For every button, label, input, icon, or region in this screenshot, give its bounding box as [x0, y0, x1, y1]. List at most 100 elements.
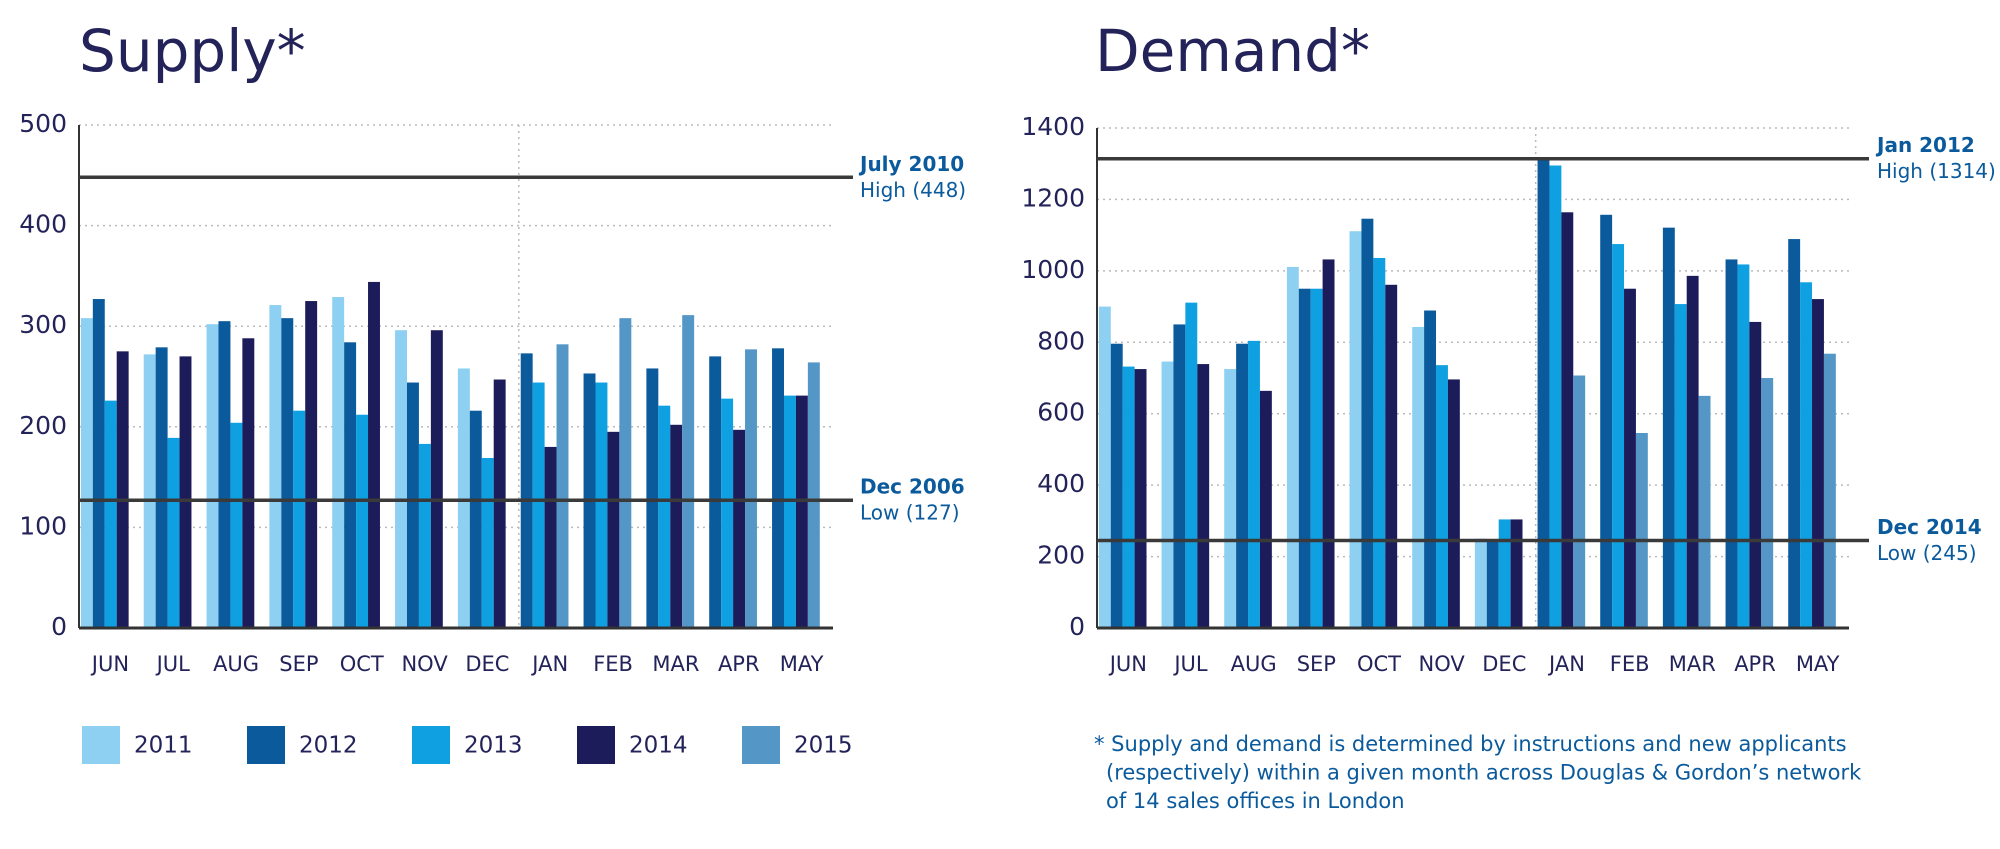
bar: [406, 382, 419, 628]
bar: [1612, 244, 1625, 629]
bar: [179, 356, 192, 628]
legend-label: 2015: [794, 733, 853, 759]
reference-label: July 2010: [858, 152, 964, 176]
footnote: (respectively) within a given month acro…: [1106, 761, 1862, 785]
bar: [344, 342, 357, 628]
bar: [418, 443, 431, 628]
bar: [807, 362, 820, 628]
reference-label: Jan 2012: [1875, 133, 1975, 157]
y-tick-label: 800: [1037, 326, 1085, 355]
reference-label: Dec 2014: [1877, 515, 1982, 539]
bar: [658, 405, 671, 628]
x-tick-label: DEC: [1482, 652, 1526, 676]
bar: [1110, 343, 1123, 628]
x-tick-label: JAN: [1547, 652, 1585, 676]
bar: [430, 330, 443, 628]
x-tick-label: DEC: [465, 652, 509, 676]
bar: [104, 400, 117, 628]
bar: [595, 382, 608, 628]
x-tick-label: MAY: [780, 652, 824, 676]
y-tick-label: 400: [1037, 469, 1085, 498]
y-tick-label: 100: [19, 511, 67, 540]
bar: [1624, 288, 1636, 628]
x-tick-label: APR: [718, 652, 760, 676]
bar: [544, 446, 557, 628]
bar: [1737, 264, 1750, 628]
bar: [1823, 353, 1836, 628]
bar: [556, 344, 569, 628]
bar: [457, 368, 470, 628]
bar: [1134, 369, 1147, 628]
legend-swatch: [247, 726, 285, 764]
bar: [795, 395, 808, 628]
x-tick-label: AUG: [213, 652, 259, 676]
reference-label: Dec 2006: [860, 475, 965, 499]
bar: [80, 318, 93, 628]
bar: [1812, 299, 1824, 628]
bar: [356, 414, 369, 628]
bar: [293, 410, 306, 628]
bar: [281, 318, 294, 628]
legend-swatch: [577, 726, 615, 764]
legend-swatch: [412, 726, 450, 764]
y-tick-label: 1000: [1021, 255, 1085, 284]
footnote: of 14 sales offices in London: [1106, 789, 1405, 813]
x-tick-label: FEB: [593, 652, 633, 676]
bar: [1349, 231, 1362, 628]
bar: [1161, 361, 1174, 628]
bar: [1298, 288, 1311, 628]
y-tick-label: 200: [1037, 541, 1085, 570]
bar: [1698, 395, 1711, 628]
footnote: * Supply and demand is determined by ins…: [1094, 732, 1847, 756]
bar: [745, 349, 757, 628]
legend-label: 2014: [629, 733, 688, 759]
bar: [1236, 343, 1249, 628]
x-tick-label: JUL: [1172, 652, 1208, 676]
reference-sublabel: High (1314): [1877, 159, 1996, 183]
y-tick-label: 0: [1069, 612, 1085, 641]
y-tick-label: 300: [19, 310, 67, 339]
reference-sublabel: High (448): [860, 178, 966, 202]
reference-sublabel: Low (245): [1877, 541, 1977, 565]
bar: [368, 281, 380, 628]
x-tick-label: MAY: [1796, 652, 1840, 676]
bar: [1122, 366, 1135, 628]
bar: [1286, 266, 1299, 628]
legend-swatch: [82, 726, 120, 764]
legend-swatch: [742, 726, 780, 764]
y-tick-label: 200: [19, 411, 67, 440]
legend-label: 2012: [299, 733, 358, 759]
bar: [1248, 340, 1260, 628]
bar: [1412, 326, 1425, 628]
bar: [772, 348, 784, 628]
x-tick-label: NOV: [1419, 652, 1466, 676]
bar: [1510, 519, 1523, 628]
bar: [1549, 165, 1562, 628]
bar: [1725, 259, 1738, 628]
legend-label: 2013: [464, 733, 523, 759]
y-tick-label: 400: [19, 210, 67, 239]
bar: [155, 347, 168, 628]
bar: [1662, 227, 1675, 628]
bar: [682, 315, 695, 628]
x-tick-label: AUG: [1231, 652, 1277, 676]
bar: [206, 324, 219, 628]
bar: [269, 305, 282, 628]
bar: [1447, 379, 1460, 628]
chart-title: Supply*: [79, 17, 306, 85]
x-tick-label: FEB: [1610, 652, 1650, 676]
y-tick-label: 600: [1037, 398, 1085, 427]
x-tick-label: OCT: [1357, 652, 1401, 676]
bar: [1098, 306, 1111, 628]
bar: [469, 410, 482, 628]
bar: [1385, 284, 1398, 628]
chart-title: Demand*: [1095, 17, 1370, 85]
bar: [1424, 310, 1437, 628]
x-tick-label: SEP: [1297, 652, 1336, 676]
x-tick-label: SEP: [279, 652, 318, 676]
bar: [1224, 369, 1237, 628]
bar: [1486, 540, 1499, 628]
bar: [1498, 519, 1511, 628]
x-tick-label: APR: [1734, 652, 1776, 676]
bar: [1600, 214, 1613, 629]
